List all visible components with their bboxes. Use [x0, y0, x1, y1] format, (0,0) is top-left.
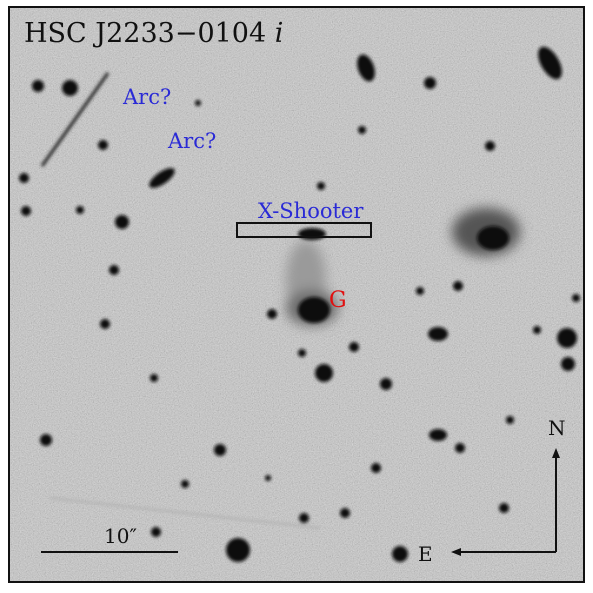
arc-label-upper: Arc? — [123, 85, 172, 109]
slit-label: X-Shooter — [258, 199, 364, 223]
faint-streak — [49, 497, 321, 529]
sky-image — [10, 8, 583, 581]
compass-east-label: E — [418, 542, 433, 566]
image-frame: HSC J2233−0104 i Arc? Arc? X-Shooter G 1… — [8, 6, 585, 583]
arc-label-lower: Arc? — [168, 129, 217, 153]
image-title: HSC J2233−0104 i — [24, 20, 283, 47]
arc-streak — [40, 72, 110, 167]
x-shooter-slit — [236, 222, 372, 238]
scale-bar-label: 10″ — [104, 524, 137, 548]
galaxy-label: G — [329, 288, 347, 313]
target-name: HSC J2233−0104 — [24, 18, 267, 49]
compass-arrows — [451, 448, 560, 556]
star-field — [19, 46, 580, 562]
arc-candidate-lower — [149, 168, 175, 188]
compass-north-label: N — [548, 416, 566, 440]
filter-band: i — [274, 18, 284, 49]
